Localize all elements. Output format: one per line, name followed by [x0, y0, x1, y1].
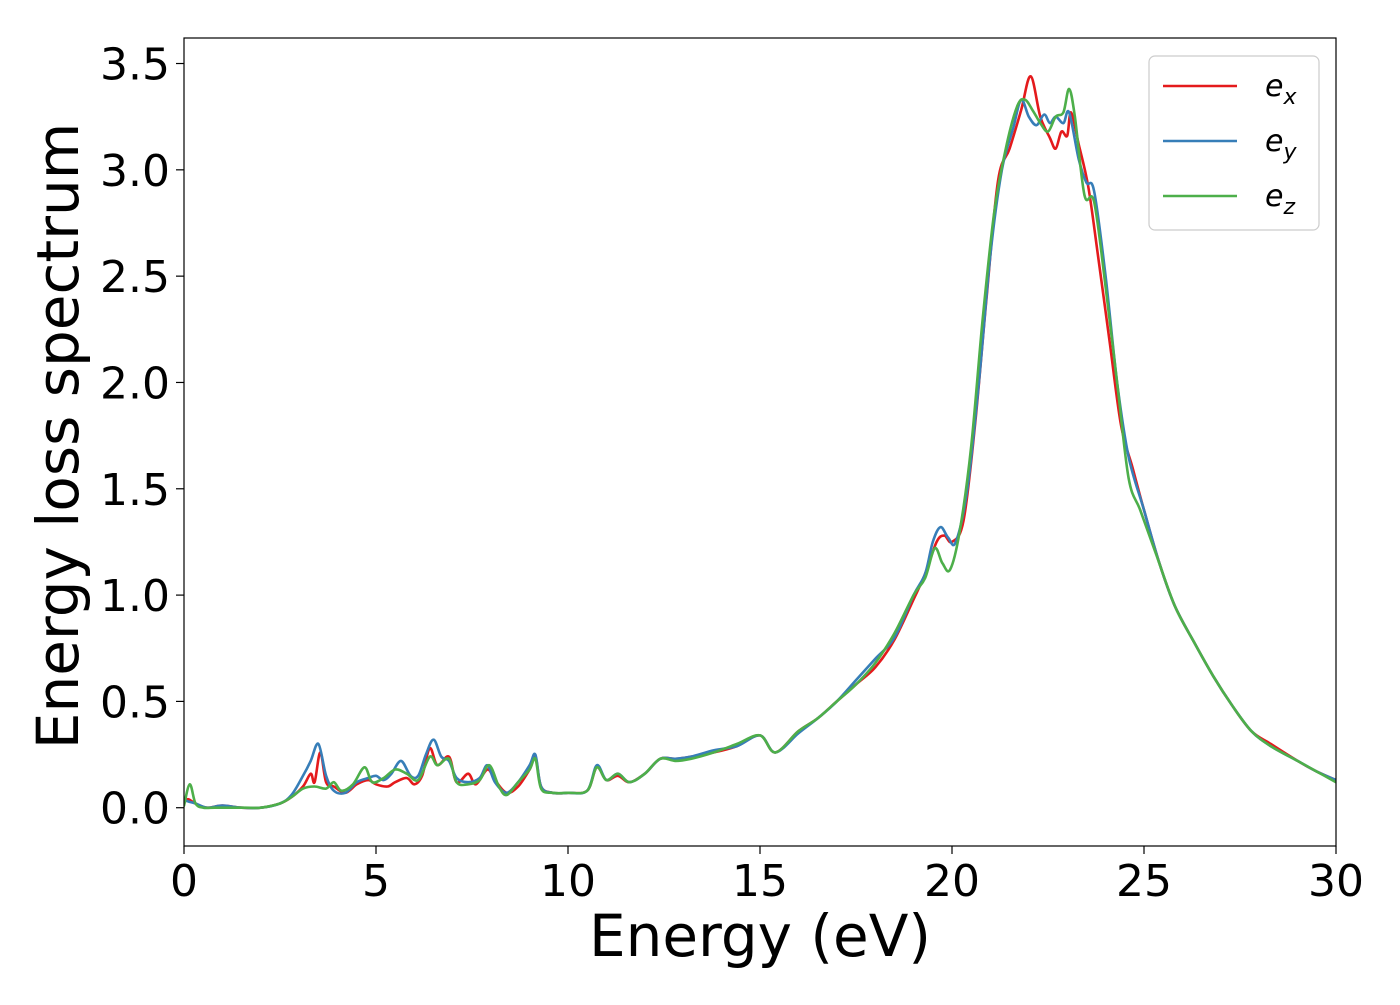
- x-axis-title: Energy (eV): [589, 902, 931, 970]
- x-tick-label: 10: [540, 856, 596, 907]
- legend-label-z: ez: [1265, 179, 1295, 220]
- y-axis: 0.0 0.5 1.0 1.5 2.0 2.5 3.0 3.5: [100, 40, 184, 835]
- series-layer: [184, 74, 1336, 810]
- y-tick-label: 1.0: [100, 571, 170, 622]
- y-tick-label: 2.5: [100, 252, 170, 303]
- legend-label-x: ex: [1265, 69, 1297, 110]
- x-tick-label: 5: [362, 856, 390, 907]
- y-tick-label: 0.0: [100, 784, 170, 835]
- legend-box: [1148, 55, 1320, 231]
- y-tick-label: 2.0: [100, 358, 170, 409]
- series-line-y: [184, 98, 1336, 810]
- x-tick-label: 20: [924, 856, 980, 907]
- x-tick-label: 0: [170, 856, 198, 907]
- legend-subscript: z: [1282, 195, 1295, 220]
- series-line-z: [184, 87, 1336, 810]
- y-tick-label: 0.5: [100, 677, 170, 728]
- legend-base: e: [1265, 124, 1283, 159]
- x-tick-label: 30: [1308, 856, 1364, 907]
- legend-subscript: y: [1282, 140, 1297, 165]
- y-tick-label: 1.5: [100, 465, 170, 516]
- x-tick-label: 15: [732, 856, 788, 907]
- legend-label-y: ey: [1265, 124, 1297, 165]
- x-axis: 0 5 10 15 20 25 30: [170, 846, 1364, 907]
- legend-subscript: x: [1282, 85, 1297, 110]
- legend-base: e: [1265, 179, 1283, 214]
- y-tick-label: 3.5: [100, 40, 170, 91]
- y-axis-title: Energy loss spectrum: [24, 123, 92, 749]
- x-tick-label: 25: [1116, 856, 1172, 907]
- y-tick-label: 3.0: [100, 146, 170, 197]
- legend-base: e: [1265, 69, 1283, 104]
